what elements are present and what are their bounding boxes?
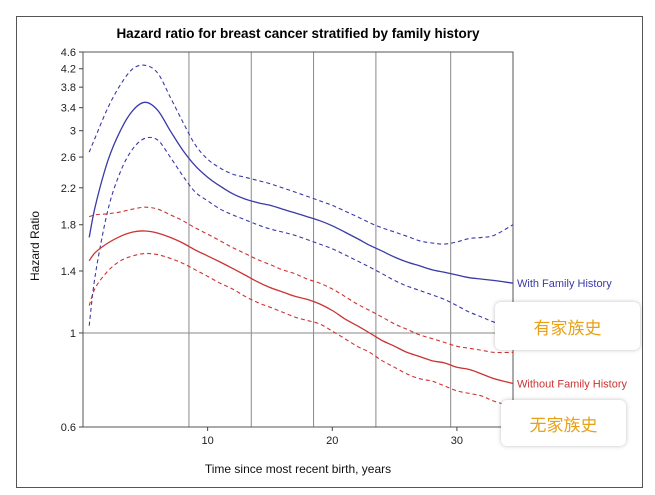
y-tick-label: 2.6 xyxy=(61,152,76,164)
chart-title: Hazard ratio for breast cancer stratifie… xyxy=(116,26,480,41)
y-axis-ticks: 0.6 1 1.4 1.8 2.2 2.6 3 3.4 3.8 4.2 4.6 xyxy=(61,47,83,434)
y-tick-label: 2.2 xyxy=(61,183,76,195)
plot-area xyxy=(82,51,514,428)
y-tick-label: 1 xyxy=(70,328,76,340)
series-line-1 xyxy=(88,101,514,284)
y-tick-label: 3.8 xyxy=(61,82,76,94)
y-tick-label: 4.2 xyxy=(61,64,76,76)
annotation-without-family-history: 无家族史 xyxy=(501,400,626,446)
series-label-1: With Family History xyxy=(517,278,612,290)
y-tick-label: 4.6 xyxy=(61,47,76,59)
chart-frame: Hazard ratio for breast cancer stratifie… xyxy=(16,16,643,488)
y-tick-label: 3 xyxy=(70,126,76,138)
x-tick-label: 10 xyxy=(202,435,214,447)
series-line-5 xyxy=(89,206,514,354)
x-tick-label: 30 xyxy=(451,435,463,447)
y-tick-label: 3.4 xyxy=(61,103,76,115)
x-axis-ticks: 10 20 30 xyxy=(202,427,463,447)
series-line-4 xyxy=(88,230,514,385)
series-line-2 xyxy=(88,64,514,245)
x-axis-label: Time since most recent birth, years xyxy=(205,462,391,476)
y-tick-label: 1.8 xyxy=(61,220,76,232)
series-line-6 xyxy=(88,252,514,408)
y-tick-label: 1.4 xyxy=(61,266,76,278)
y-axis-label: Hazard Ratio xyxy=(28,211,42,281)
series-line-3 xyxy=(88,136,514,329)
y-tick-label: 0.6 xyxy=(61,422,76,434)
hazard-ratio-chart: Hazard ratio for breast cancer stratifie… xyxy=(28,26,628,476)
x-tick-label: 20 xyxy=(326,435,338,447)
series-label-2: Without Family History xyxy=(517,378,628,390)
annotation-with-family-history: 有家族史 xyxy=(495,302,640,350)
series-end-labels: With Family History Without Family Histor… xyxy=(517,278,628,390)
gridlines xyxy=(83,52,513,427)
series-lines xyxy=(88,64,514,408)
